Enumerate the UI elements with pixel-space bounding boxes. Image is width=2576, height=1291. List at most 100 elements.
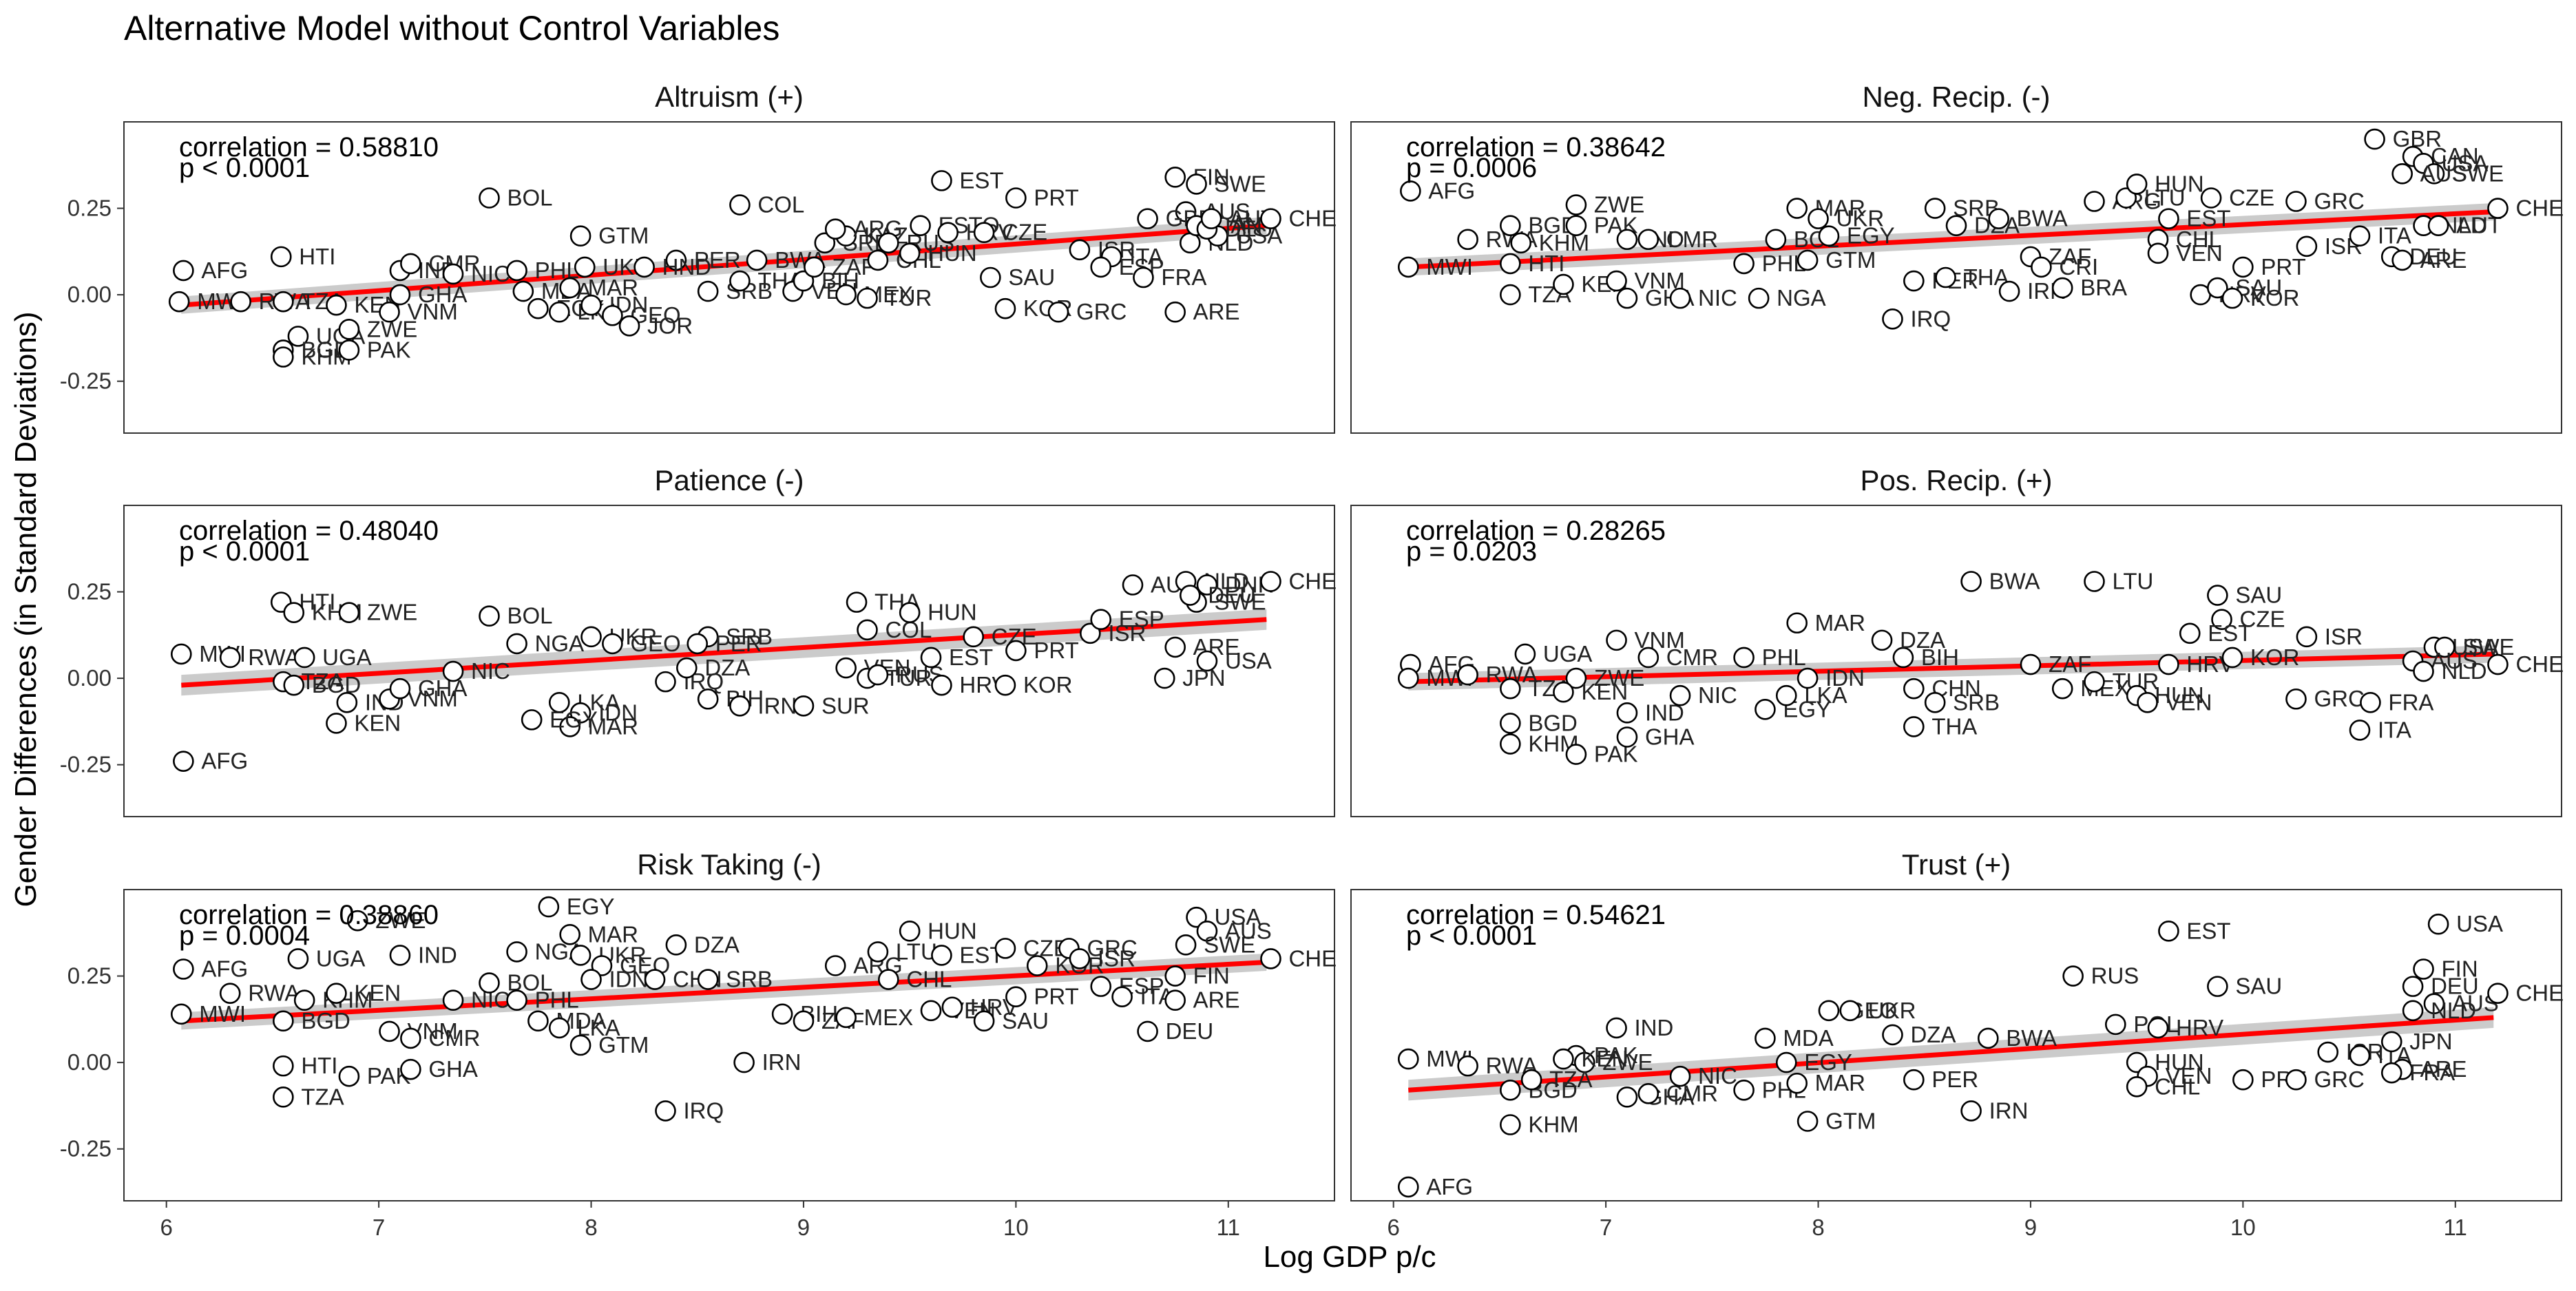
point-label: BOL xyxy=(507,603,552,629)
data-point xyxy=(2158,653,2179,675)
y-tick-label: -0.25 xyxy=(60,752,112,777)
point-label: HRV xyxy=(2176,1015,2223,1040)
data-point xyxy=(973,1010,995,1032)
x-tick-label: 11 xyxy=(2444,1215,2467,1240)
data-point xyxy=(1775,684,1797,706)
point-label: CZE xyxy=(1002,220,1047,245)
point-label: ARE xyxy=(1193,987,1240,1013)
data-point xyxy=(2211,609,2232,631)
data-point xyxy=(1565,194,1587,216)
data-point xyxy=(506,260,527,282)
panel-patience: Patience (-)AFGMWIRWAHTIKHMZWEUGATZABGDK… xyxy=(60,464,1337,817)
point-label: IRQ xyxy=(683,1098,724,1123)
data-point xyxy=(2434,636,2455,658)
chart-title: Alternative Model without Control Variab… xyxy=(124,9,779,48)
data-point xyxy=(168,291,190,313)
point-label: PRT xyxy=(1034,984,1078,1009)
data-point xyxy=(655,671,676,693)
point-label: NIC xyxy=(471,658,510,684)
point-label: CHL xyxy=(2155,1073,2200,1099)
data-point xyxy=(1565,744,1587,765)
point-label: CHE xyxy=(1288,568,1337,594)
data-point xyxy=(1765,229,1787,251)
data-point xyxy=(1005,986,1027,1007)
point-label: LTU xyxy=(2112,568,2153,594)
data-point xyxy=(2051,678,2073,700)
data-point xyxy=(2020,653,2042,675)
point-label: SAU xyxy=(2235,974,2282,999)
data-point xyxy=(574,256,596,278)
point-label: EGY xyxy=(549,706,598,732)
point-label: IRN xyxy=(1989,1098,2029,1123)
point-label: BGD xyxy=(312,672,362,697)
data-point xyxy=(338,339,360,361)
point-label: CMR xyxy=(1666,644,1718,670)
point-label: ARE xyxy=(1193,299,1240,324)
data-point xyxy=(729,270,751,292)
data-point xyxy=(1260,208,1281,229)
data-point xyxy=(878,969,899,990)
data-point xyxy=(1090,976,1112,997)
data-point xyxy=(1520,1069,1542,1091)
data-point xyxy=(1260,571,1281,592)
point-label: TUR xyxy=(885,665,932,691)
data-point xyxy=(899,920,921,942)
point-label: BGD xyxy=(301,1008,350,1033)
data-point xyxy=(1903,678,1925,700)
data-point xyxy=(1786,1072,1808,1094)
correlation-label: correlation = 0.48040 xyxy=(179,516,439,546)
point-label: EST xyxy=(2186,206,2230,231)
data-point xyxy=(1808,208,1829,229)
point-label: SWE xyxy=(2462,634,2514,660)
data-point xyxy=(2285,191,2307,212)
point-label: FRA xyxy=(2388,689,2433,715)
data-point xyxy=(835,284,857,306)
data-point xyxy=(2031,256,2052,278)
data-point xyxy=(1565,667,1587,689)
data-point xyxy=(1637,229,1659,251)
data-point xyxy=(1839,1000,1861,1022)
data-point xyxy=(1397,1048,1419,1070)
point-label: KEN xyxy=(354,980,401,1006)
point-label: NLD xyxy=(2431,998,2476,1023)
data-point xyxy=(931,170,952,191)
point-label: JPN xyxy=(1182,665,1225,691)
data-point xyxy=(2380,1062,2402,1084)
data-point xyxy=(527,297,549,319)
point-label: SUR xyxy=(821,693,870,718)
data-point xyxy=(219,983,241,1004)
point-label: PAK xyxy=(1594,1042,1638,1068)
point-label: HND xyxy=(662,254,712,280)
data-point xyxy=(569,945,591,966)
point-label: GEO xyxy=(630,631,680,656)
y-tick-label: 0.25 xyxy=(67,579,112,605)
data-point xyxy=(400,1058,421,1080)
point-label: UKR xyxy=(1836,206,1885,231)
data-point xyxy=(2349,225,2371,247)
data-point xyxy=(1553,681,1574,703)
point-label: EST xyxy=(949,644,993,670)
data-point xyxy=(1196,574,1218,596)
x-tick-label: 9 xyxy=(2024,1215,2037,1240)
data-point xyxy=(1903,270,1925,292)
data-point xyxy=(973,222,995,244)
point-label: GRC xyxy=(2314,686,2364,711)
point-label: AUS xyxy=(2420,160,2467,186)
data-point xyxy=(569,225,591,247)
data-point xyxy=(2084,671,2105,693)
data-point xyxy=(1960,571,1982,592)
data-point xyxy=(1137,208,1158,229)
data-point xyxy=(2391,163,2413,185)
point-label: SAU xyxy=(2235,275,2282,300)
data-point xyxy=(1903,716,1925,737)
data-point xyxy=(273,1055,294,1077)
point-label: IRQ xyxy=(1910,306,1951,331)
data-point xyxy=(2296,235,2318,258)
data-point xyxy=(1090,609,1112,631)
panel-title: Patience (-) xyxy=(654,464,804,496)
data-point xyxy=(2084,571,2105,592)
data-point xyxy=(2413,660,2434,682)
data-point xyxy=(1960,1100,1982,1122)
data-point xyxy=(2296,626,2318,648)
